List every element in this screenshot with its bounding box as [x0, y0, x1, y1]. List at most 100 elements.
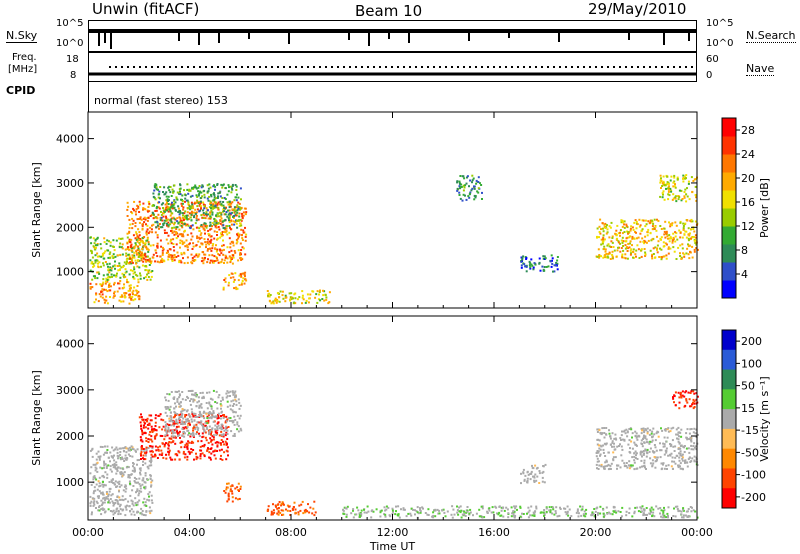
power-cell — [682, 227, 685, 229]
power-cell — [626, 246, 628, 249]
velocity-cell — [195, 394, 198, 397]
power-cell — [634, 253, 637, 256]
power-cell — [209, 240, 212, 243]
velocity-cell — [673, 401, 675, 404]
power-cell — [539, 269, 542, 272]
power-cell — [198, 185, 201, 187]
velocity-cell — [98, 457, 101, 460]
velocity-cell — [95, 500, 98, 503]
power-cell — [186, 218, 189, 221]
power-cell — [198, 230, 201, 232]
velocity-cell — [691, 403, 694, 406]
velocity-cell — [657, 435, 660, 438]
power-cell — [92, 245, 95, 248]
power-cell — [201, 195, 204, 198]
velocity-cell — [603, 467, 605, 470]
power-cell — [197, 190, 200, 193]
velocity-cell — [201, 432, 204, 435]
power-cell — [195, 187, 198, 190]
power-cell — [156, 217, 159, 220]
power-cell — [213, 255, 216, 258]
velocity-cell — [142, 454, 145, 457]
velocity-cell — [143, 424, 145, 427]
power-cell — [678, 196, 681, 199]
velocity-cell — [196, 428, 199, 431]
velocity-cell — [142, 501, 145, 504]
power-cell — [197, 186, 200, 189]
power-cell — [544, 257, 547, 260]
velocity-cell — [648, 442, 651, 445]
power-cell — [149, 215, 152, 217]
velocity-cell — [613, 510, 616, 513]
power-cell — [103, 298, 106, 301]
velocity-cell — [125, 466, 128, 469]
velocity-cell — [200, 406, 203, 409]
power-cell — [133, 254, 136, 257]
velocity-cell — [173, 424, 175, 427]
velocity-region-6 — [520, 463, 547, 485]
velocity-cell — [210, 440, 212, 443]
velocity-cell — [225, 488, 228, 491]
power-cell — [314, 296, 317, 299]
nsearch-tick-top: 10^5 — [706, 18, 734, 29]
velocity-cell — [225, 392, 228, 395]
velocity-cell — [178, 396, 181, 399]
velocity-cell — [389, 515, 392, 518]
velocity-cell — [140, 490, 143, 493]
power-cell — [458, 182, 461, 185]
power-cell — [235, 199, 238, 202]
power-cell — [617, 232, 620, 235]
velocity-cell — [662, 511, 665, 514]
power-cell — [94, 261, 97, 264]
power-cell — [228, 274, 231, 277]
freq-label-2: [MHz] — [8, 64, 38, 75]
velocity-cell — [488, 507, 491, 510]
power-cell — [182, 242, 185, 245]
velocity-cell — [663, 509, 666, 512]
power-cell — [202, 217, 205, 219]
velocity-cell — [148, 491, 151, 494]
velocity-cell — [424, 512, 427, 514]
power-cell — [166, 249, 169, 252]
power-cell — [680, 189, 683, 192]
power-cell — [181, 212, 184, 215]
power-cell — [178, 228, 181, 231]
velocity-cell — [211, 435, 214, 438]
velocity-cell — [226, 418, 229, 421]
velocity-cell — [619, 466, 622, 469]
velocity-cell — [180, 416, 183, 418]
power-cell — [289, 296, 292, 299]
velocity-cell — [657, 507, 660, 510]
velocity-cell — [124, 505, 127, 508]
power-cell — [153, 184, 156, 187]
power-cell — [113, 274, 115, 277]
velocity-cell — [457, 513, 460, 516]
velocity-cell — [532, 467, 535, 470]
power-cell — [217, 212, 219, 215]
velocity-cell — [189, 400, 191, 402]
power-cell — [662, 180, 665, 183]
velocity-cell — [609, 464, 612, 467]
power-cell — [646, 234, 649, 237]
velocity-cell — [680, 396, 683, 399]
power-cell — [123, 276, 126, 279]
power-cell — [101, 252, 104, 255]
velocity-cell — [696, 395, 699, 398]
velocity-cell — [616, 464, 618, 467]
velocity-cell — [534, 510, 537, 513]
velocity-cell — [144, 422, 146, 425]
velocity-cell — [95, 507, 97, 509]
velocity-cell — [117, 466, 120, 469]
power-cell — [667, 246, 670, 249]
power-cell — [96, 255, 99, 258]
power-cell — [186, 256, 189, 259]
power-cell — [137, 228, 140, 231]
velocity-cell — [345, 513, 348, 516]
power-cell — [145, 233, 148, 236]
velocity-cell — [655, 505, 658, 508]
velocity-cell — [683, 451, 686, 453]
power-cell — [555, 261, 558, 264]
velocity-colorbar-tick-label: 200 — [741, 335, 762, 348]
velocity-cell — [619, 511, 622, 513]
power-cell — [176, 198, 179, 201]
